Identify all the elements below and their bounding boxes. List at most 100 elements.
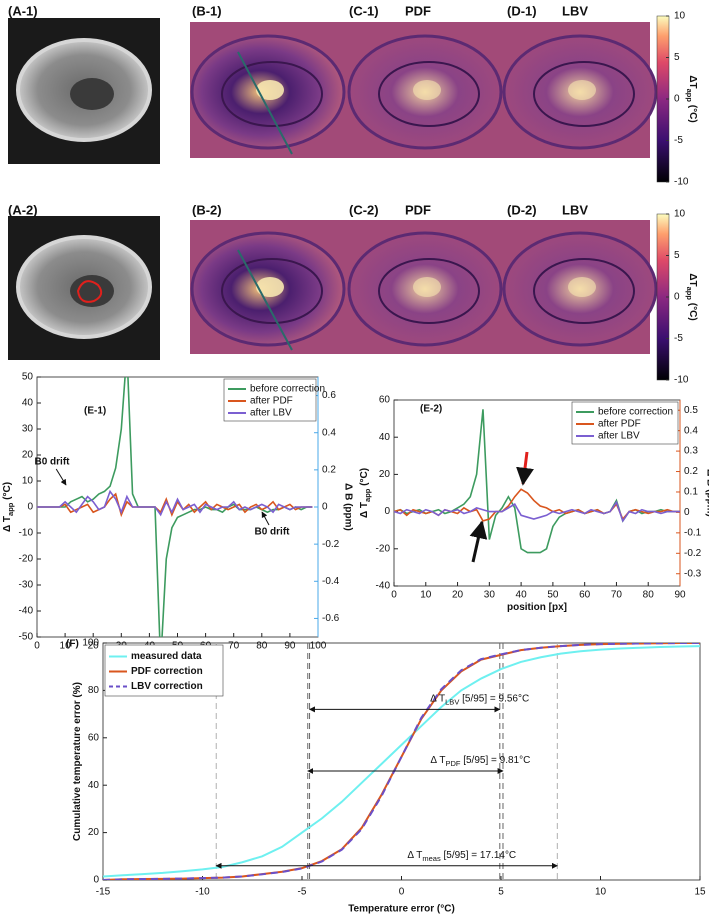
legend-label: after PDF [598,419,641,430]
y-tick-label: 30 [22,424,34,435]
y2-tick-label: -0.2 [322,539,340,550]
y-tick-label: 5 [674,52,680,63]
label-part: meas [422,854,441,863]
phase-inner [533,61,635,127]
x-tick-label: 40 [516,590,528,601]
y-tick-label: 0 [674,94,680,105]
x-tick-label: 90 [284,641,296,652]
label-part: PDF [445,759,460,768]
y2-tick-label: -0.6 [322,613,340,624]
x-tick-label: 0 [34,641,40,652]
x-tick-label: 0 [399,887,405,898]
y2-tick-label: 0.4 [684,425,698,436]
y2-tick-label: 0.3 [684,446,698,457]
legend-label: after LBV [598,431,640,442]
x-tick-label: 15 [694,887,706,898]
y-tick-label: 10 [674,209,686,220]
y-tick-label: 80 [88,685,100,696]
label-part: Δ T [2,516,13,532]
x-axis-label: Temperature error (°C) [348,903,455,914]
interval-label: Δ TLBV [5/95] = 9.56°C [430,693,529,707]
x-tick-label: 70 [228,641,240,652]
phase-inner [533,258,635,324]
y-tick-label: 40 [88,780,100,791]
y-tick-label: 5 [674,250,680,261]
y-axis-label: Δ Tapp (°C) [359,468,373,518]
y2-tick-label: -0.1 [684,527,702,538]
y-tick-label: -10 [19,528,34,539]
y2-tick-label: 0.4 [322,427,336,438]
y-tick-label: 10 [22,476,34,487]
label-part: LBV [445,698,459,707]
panel-label: (C-1) [349,3,379,18]
label-part: app [685,89,694,103]
x-tick-label: 80 [256,641,268,652]
y-axis-label: Cumulative temperature error (%) [72,682,83,841]
phase-spot [568,80,596,100]
label-part: app [363,488,372,502]
image-panels [8,18,658,360]
annotation: B0 drift [35,457,71,468]
label-part: app [6,502,15,516]
label-part: (°C) [2,482,13,503]
y-tick-label: -5 [674,333,683,344]
colorbar-label: ΔTapp (°C) [685,75,699,122]
y2-tick-label: -0.4 [322,576,340,587]
label-part: app [685,287,694,301]
x-tick-label: 70 [611,590,623,601]
label-part: (°C) [359,468,370,489]
panel-label: (E-1) [84,406,106,417]
label-part: ΔT [687,273,698,286]
y-tick-label: 60 [379,395,391,406]
method-label: LBV [562,202,588,217]
phase-spot [256,277,284,297]
x-tick-label: 10 [60,641,72,652]
annotation-arrow [261,511,270,526]
y-tick-label: -10 [674,375,689,386]
x-tick-label: -10 [195,887,210,898]
panel-label: (C-2) [349,202,379,217]
label-part: Δ T [407,849,422,860]
y2-tick-label: 0.5 [684,405,698,416]
x-tick-label: 100 [310,641,327,652]
phase-spot [413,277,441,297]
x-tick-label: 30 [484,590,496,601]
y-tick-label: 40 [379,432,391,443]
x-tick-label: 20 [88,641,100,652]
x-tick-label: 0 [391,590,397,601]
data-line [37,489,313,517]
legend-label: after PDF [250,396,293,407]
legend-label: after LBV [250,408,292,419]
y2-axis-label: Δ B (ppm) [342,483,353,531]
y-tick-label: -10 [674,177,689,188]
method-label: PDF [405,202,431,217]
method-label: PDF [405,3,431,18]
y-tick-label: -40 [376,581,391,592]
legend-label: PDF correction [131,666,203,677]
data-line [103,645,700,878]
y2-tick-label: 0.6 [322,390,336,401]
x-tick-label: 90 [674,590,686,601]
panel-label: (B-1) [192,3,222,18]
label-part: [5/95] = 17.14°C [441,849,516,860]
x-tick-label: 5 [498,887,504,898]
label-part: Cumulative temperature error (%) [72,682,83,841]
panel-label: (F) [66,639,79,650]
data-line [394,500,680,523]
y-tick-label: 10 [674,11,686,22]
y-tick-label: 20 [88,827,100,838]
interval-label: Δ Tmeas [5/95] = 17.14°C [407,849,516,863]
phase-spot [568,277,596,297]
panel-label: (B-2) [192,202,222,217]
x-tick-label: 60 [579,590,591,601]
y-tick-label: -20 [19,554,34,565]
arrow-black [469,520,488,563]
label-part: Δ T [430,755,445,766]
phase-inner [221,258,323,324]
mri-organ [70,78,114,110]
panel-label: (E-2) [420,404,442,415]
y-tick-label: 0 [93,875,99,886]
panel-label: (D-1) [507,3,537,18]
y2-tick-label: 0 [322,502,328,513]
